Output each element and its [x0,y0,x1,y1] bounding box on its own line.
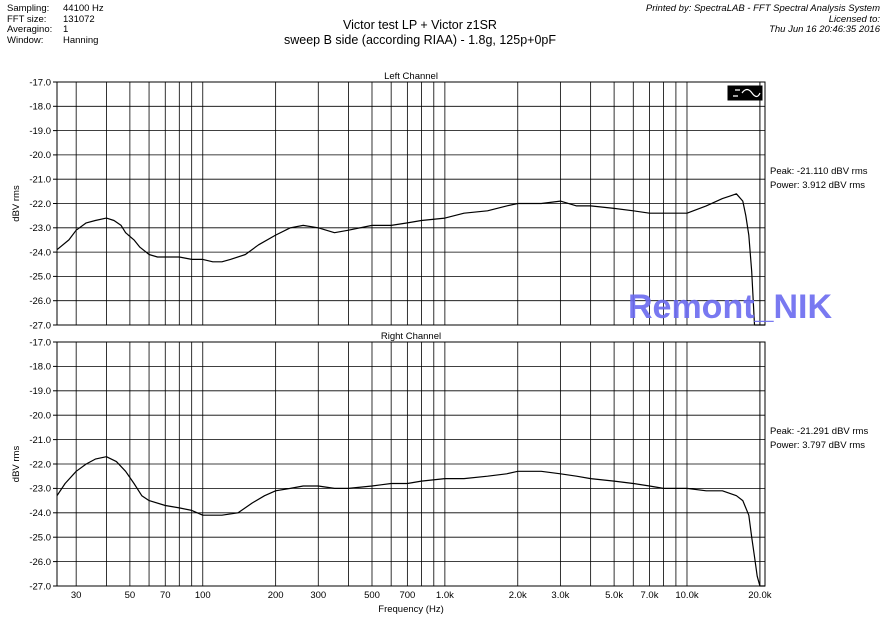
meta-row-window: Window: Hanning [7,34,104,47]
y-tick-label: -24.0 [29,247,51,258]
licensed-to: Licensed to: [828,13,880,25]
x-tick-label: 10.0k [675,590,698,601]
meta-value: 1 [63,24,69,36]
y-tick-label: -18.0 [29,102,51,113]
x-tick-label: 300 [310,590,326,601]
x-tick-label: 2.0k [509,590,527,601]
print-info: Printed by: SpectraLAB - FFT Spectral An… [645,3,880,36]
meta-row-fft-size: FFT size: 131072 [7,13,104,26]
meta-row-sampling: Sampling: 44100 Hz [7,3,104,15]
printed-by: Printed by: SpectraLAB - FFT Spectral An… [645,3,880,14]
y-tick-label: -21.0 [29,435,51,446]
y-tick-label: -25.0 [29,272,51,283]
y-tick-label: -23.0 [29,223,51,234]
power-readout: Power: 3.912 dBV rms [770,180,865,191]
x-tick-label: 50 [125,590,136,601]
measurement-settings: Sampling: 44100 Hz FFT size: 131072 Averag… [7,3,104,47]
y-tick-label: -24.0 [29,508,51,519]
y-tick-label: -20.0 [29,411,51,422]
waveform-icon [727,85,763,101]
meta-row-averaging: Averagino: 1 [7,25,104,36]
meta-key: Window: [7,34,44,46]
y-axis-label: dBV rms [11,185,22,222]
x-tick-label: 500 [364,590,380,601]
y-axis-label: dBV rms [11,446,22,483]
x-tick-label: 7.0k [640,590,658,601]
y-tick-label: -26.0 [29,557,51,568]
y-tick-label: -19.0 [29,126,51,137]
meta-value: 44100 Hz [63,3,104,14]
meta-value: Hanning [63,34,99,46]
y-tick-label: -23.0 [29,484,51,495]
x-tick-label: 1.0k [436,590,454,601]
x-tick-label: 200 [268,590,284,601]
watermark-text: Remont_NIK [628,288,832,326]
channel-title: Right Channel [381,331,441,342]
y-tick-label: -19.0 [29,386,51,397]
peak-readout: Peak: -21.110 dBV rms [770,166,868,177]
y-tick-label: -17.0 [29,77,51,88]
y-tick-label: -25.0 [29,533,51,544]
waveform-icon-glyph [733,88,761,98]
y-tick-label: -20.0 [29,150,51,161]
x-tick-label: 20.0k [748,590,771,601]
meta-key: FFT size: [7,13,47,25]
series-line [56,456,765,587]
y-tick-label: -18.0 [29,362,51,373]
peak-readout: Peak: -21.291 dBV rms [770,426,868,437]
x-tick-label: 700 [399,590,415,601]
chart-title-line-1: Victor test LP + Victor z1SR [343,18,497,32]
printed-date: Thu Jun 16 20:46:35 2016 [769,24,880,36]
power-readout: Power: 3.797 dBV rms [770,440,865,451]
y-tick-label: -17.0 [29,337,51,348]
x-tick-label: 3.0k [551,590,569,601]
x-tick-label: 70 [160,590,171,601]
chart-title-line-2: sweep B side (according RIAA) - 1.8g, 12… [283,33,557,47]
y-tick-label: -27.0 [29,581,51,592]
meta-key: Sampling: [7,3,50,14]
y-tick-label: -22.0 [29,459,51,470]
x-tick-label: 5.0k [605,590,623,601]
y-tick-label: -22.0 [29,199,51,210]
x-axis-label: Frequency (Hz) [378,604,443,615]
y-tick-label: -26.0 [29,296,51,307]
x-tick-label: 30 [71,590,82,601]
y-tick-label: -27.0 [29,320,51,331]
chart-title: Victor test LP + Victor z1SR sweep B sid… [200,18,640,48]
series-line [56,193,765,326]
x-tick-label: 100 [195,590,211,601]
meta-key: Averagino: [7,24,53,36]
y-tick-label: -21.0 [29,175,51,186]
channel-title: Left Channel [384,71,438,82]
meta-value: 131072 [63,13,95,25]
